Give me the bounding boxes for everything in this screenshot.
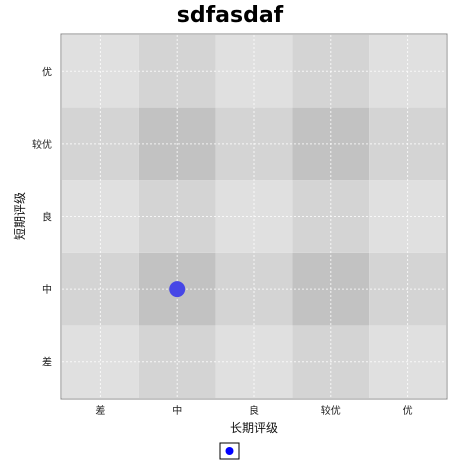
y-tick-label: 较优 — [32, 138, 52, 151]
chart-title: sdfasdaf — [177, 3, 284, 28]
y-tick-label: 优 — [42, 65, 52, 78]
plot-area-frame — [60, 33, 448, 400]
x-tick-label: 优 — [403, 404, 413, 417]
x-tick-label: 较优 — [321, 404, 341, 417]
x-tick-label: 良 — [249, 404, 259, 417]
y-tick-label: 良 — [42, 211, 52, 224]
x-tick-label: 差 — [95, 404, 105, 417]
legend — [219, 442, 240, 460]
y-axis-label: 短期评级 — [13, 192, 27, 240]
y-tick-label: 中 — [42, 283, 52, 296]
x-tick-labels: 差 中 良 较优 优 — [95, 404, 412, 417]
y-tick-labels: 差 中 良 较优 优 — [32, 65, 52, 368]
data-point — [169, 281, 186, 298]
data-points — [169, 281, 186, 298]
y-tick-label: 差 — [42, 356, 52, 369]
legend-marker — [225, 447, 234, 455]
x-tick-label: 中 — [172, 404, 182, 417]
gridlines — [62, 35, 446, 398]
x-axis-label: 长期评级 — [230, 421, 278, 435]
